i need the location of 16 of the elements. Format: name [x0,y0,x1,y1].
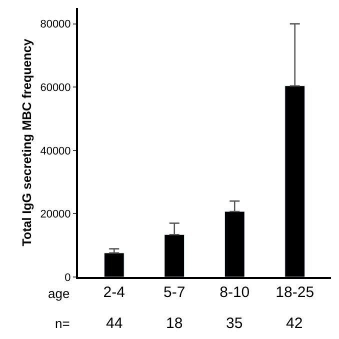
text: 18 [166,315,183,332]
y-tick-label: 0 [64,272,71,284]
x-tick-label: 18-25 [276,284,314,301]
y-axis-title: Total IgG secreting MBC frequency [20,38,34,246]
y-tick-label: 20000 [40,208,71,221]
x-tick-label: 2-4 [103,284,125,301]
text: 35 [226,315,243,332]
y-tick-label: 80000 [40,18,71,31]
text: n= [55,316,70,331]
y-tick-label: 60000 [40,82,71,94]
text: 42 [286,315,303,332]
x-axis-title: age [48,286,70,301]
x-tick-label: 5-7 [164,284,186,301]
y-tick-label: 40000 [40,145,71,158]
x-tick-label: 8-10 [220,284,250,301]
text: 44 [106,315,123,332]
